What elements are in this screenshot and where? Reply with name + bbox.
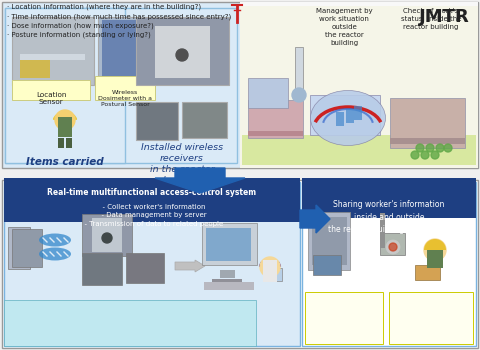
Bar xyxy=(82,214,132,256)
Circle shape xyxy=(416,144,424,152)
Bar xyxy=(305,292,383,344)
Bar xyxy=(242,135,476,165)
Bar xyxy=(202,223,257,265)
Ellipse shape xyxy=(39,247,71,260)
Bar xyxy=(390,138,465,144)
Bar xyxy=(248,100,303,138)
Bar xyxy=(82,253,122,285)
Bar xyxy=(380,233,405,255)
Bar xyxy=(380,213,385,248)
Circle shape xyxy=(424,239,446,261)
Bar xyxy=(92,218,122,252)
Bar xyxy=(5,8,125,163)
Bar xyxy=(206,228,251,261)
Bar xyxy=(248,131,303,136)
Text: Installed wireless
receivers
in the reactor
building: Installed wireless receivers in the reac… xyxy=(141,143,223,185)
Bar xyxy=(212,279,242,284)
Circle shape xyxy=(426,144,434,152)
Bar xyxy=(4,300,256,346)
Bar xyxy=(308,212,350,270)
Bar xyxy=(8,227,30,269)
Bar xyxy=(136,102,178,140)
Bar xyxy=(4,182,300,346)
Ellipse shape xyxy=(39,233,71,246)
Ellipse shape xyxy=(311,91,385,146)
Bar xyxy=(220,270,235,278)
FancyBboxPatch shape xyxy=(12,80,90,100)
FancyBboxPatch shape xyxy=(95,76,155,100)
Bar xyxy=(346,109,354,123)
Bar xyxy=(204,282,254,290)
Bar xyxy=(155,26,210,78)
Circle shape xyxy=(386,240,400,254)
Polygon shape xyxy=(300,205,330,233)
Circle shape xyxy=(444,144,452,152)
Circle shape xyxy=(431,151,439,159)
FancyBboxPatch shape xyxy=(273,267,281,280)
Text: Real-time multifunctional access-control system: Real-time multifunctional access-control… xyxy=(48,188,257,197)
Bar xyxy=(2,2,478,168)
Bar xyxy=(182,102,227,138)
Bar xyxy=(58,138,64,148)
Circle shape xyxy=(176,49,188,61)
Bar xyxy=(58,117,72,137)
Bar xyxy=(98,17,153,82)
Bar xyxy=(12,17,94,85)
Text: · Location information (where they are in the building?)
· Time information (how: · Location information (where they are i… xyxy=(7,4,231,38)
Bar xyxy=(12,229,42,267)
Text: Location
Sensor: Location Sensor xyxy=(36,92,66,105)
Bar xyxy=(20,54,85,60)
Bar xyxy=(390,98,465,148)
Circle shape xyxy=(55,110,75,130)
Bar xyxy=(312,217,347,265)
Text: Check of work's
status  inside the
reactor building: Check of work's status inside the reacto… xyxy=(401,8,461,30)
Bar xyxy=(313,255,341,275)
Circle shape xyxy=(421,151,429,159)
Bar xyxy=(5,8,237,163)
Text: Wireless
Dosimeter with a
Postural Sensor: Wireless Dosimeter with a Postural Senso… xyxy=(98,90,152,107)
Bar xyxy=(302,182,476,346)
Circle shape xyxy=(260,257,280,277)
Bar xyxy=(354,106,362,120)
Bar xyxy=(427,246,443,268)
Bar xyxy=(126,253,164,283)
Bar xyxy=(66,138,72,148)
Circle shape xyxy=(411,151,419,159)
Bar xyxy=(4,178,300,222)
Bar xyxy=(240,2,478,168)
Circle shape xyxy=(389,243,397,251)
Bar xyxy=(2,180,478,348)
Bar xyxy=(389,292,473,344)
Bar xyxy=(336,112,344,126)
Circle shape xyxy=(102,233,112,243)
Circle shape xyxy=(436,144,444,152)
Text: Sharing worker's information
inside and outside
the reactor building in real tim: Sharing worker's information inside and … xyxy=(328,200,450,234)
Text: Management by
work situation
outside
the reactor
building: Management by work situation outside the… xyxy=(316,8,372,46)
Bar xyxy=(263,260,277,282)
Polygon shape xyxy=(155,168,245,193)
FancyArrow shape xyxy=(175,260,205,272)
Bar xyxy=(20,58,50,78)
Bar xyxy=(240,6,478,168)
Bar xyxy=(415,265,440,280)
Bar xyxy=(136,17,229,85)
Bar xyxy=(302,178,476,218)
Circle shape xyxy=(292,88,306,102)
Bar xyxy=(102,20,147,80)
Text: - Collect worker's information
  - Data management by server
  - Transmission of: - Collect worker's information - Data ma… xyxy=(80,204,224,227)
Text: Items carried: Items carried xyxy=(26,157,104,167)
Text: JMTR: JMTR xyxy=(419,8,470,26)
Bar xyxy=(295,47,303,95)
Bar xyxy=(248,78,288,108)
Wedge shape xyxy=(424,239,446,250)
Bar xyxy=(310,95,380,135)
